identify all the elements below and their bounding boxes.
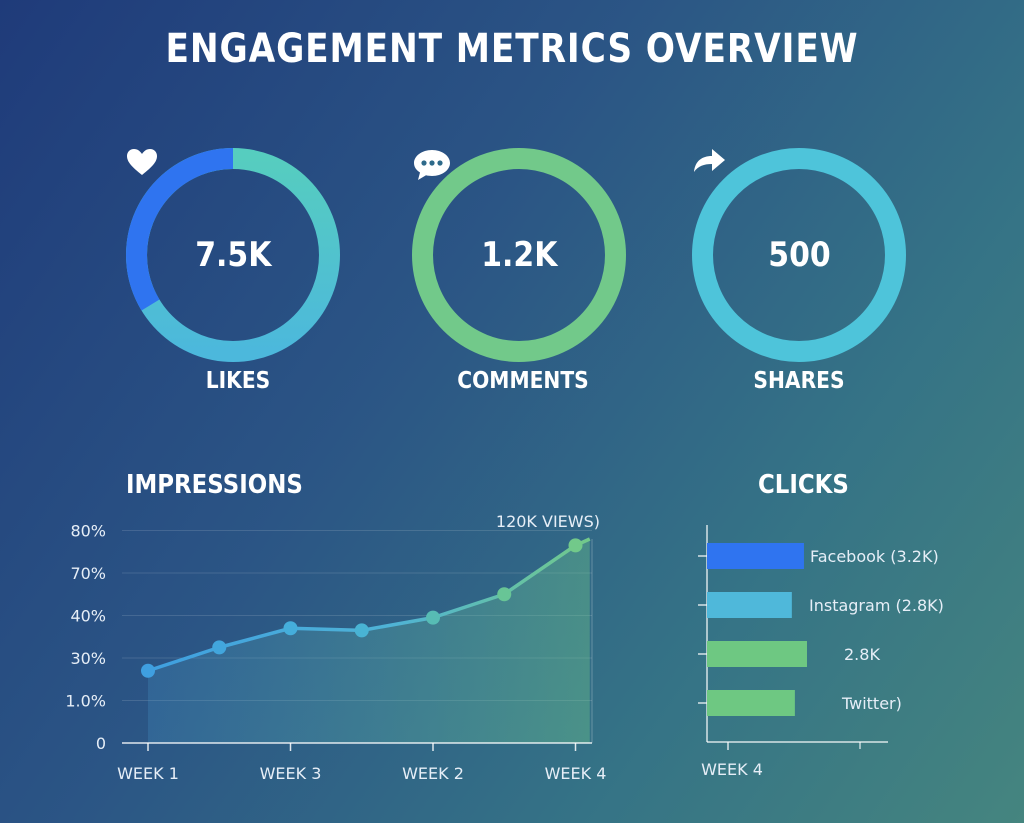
y-tick-label: 30% [70,649,106,668]
likes-value: 7.5K [194,235,272,275]
impressions-line [147,537,591,673]
comments-metric-card: 1.2K [412,148,626,362]
shares-value: 500 [767,235,831,275]
page-title: ENGAGEMENT METRICS OVERVIEW [165,26,859,72]
impressions-area [148,539,590,743]
impressions-title: IMPRESSIONS [126,470,303,500]
impressions-annotation: 120K VIEWS) [496,512,600,531]
clicks-bar-label: Twitter) [841,694,902,713]
shares-metric-card: 500 [692,148,906,362]
clicks-bar [707,690,795,716]
impressions-point [497,587,512,602]
impressions-point [354,623,369,638]
clicks-title: CLICKS [758,470,849,500]
x-tick-label: WEEK 2 [402,764,464,783]
y-tick-label: 0 [96,734,106,753]
clicks-bar-label: Facebook (3.2K) [810,547,939,566]
clicks-bar [707,592,792,618]
clicks-bar [707,641,807,667]
x-tick-label: WEEK 4 [545,764,607,783]
impressions-line-chart: 0 1.0% 30% 40% 70% 80% WEEK 1 WEEK 3 WEEK 2 WEEK … [65,512,606,783]
x-tick-label: WEEK 1 [117,764,179,783]
likes-donut [126,148,340,362]
impressions-point [426,610,440,625]
likes-metric-card: 7.5K [126,148,340,362]
y-tick-label: 70% [70,564,106,583]
y-tick-label: 1.0% [65,692,106,711]
impressions-point [212,640,227,655]
clicks-bar [707,543,804,569]
impressions-point [568,538,583,553]
comments-donut [412,148,626,362]
comments-label: COMMENTS [457,368,589,394]
impressions-point [141,663,155,678]
shares-label: SHARES [753,368,845,394]
share-arrow-icon [694,149,725,172]
y-tick-label: 80% [70,522,106,541]
impressions-point [283,621,298,636]
speech-bubble-icon [414,150,450,180]
clicks-x-tick-label: WEEK 4 [701,760,763,779]
x-tick-label: WEEK 3 [260,764,322,783]
likes-label: LIKES [205,368,271,394]
comments-value: 1.2K [480,235,558,275]
clicks-bar-chart: WEEK 4 Facebook (3.2K) Instagram (2.8K) 2.8… [698,525,944,779]
shares-donut [692,148,906,362]
likes-donut-segment [126,148,234,311]
y-tick-label: 40% [70,607,106,626]
heart-icon [127,149,157,175]
clicks-bar-label: 2.8K [844,645,880,664]
clicks-bar-label: Instagram (2.8K) [809,596,944,615]
